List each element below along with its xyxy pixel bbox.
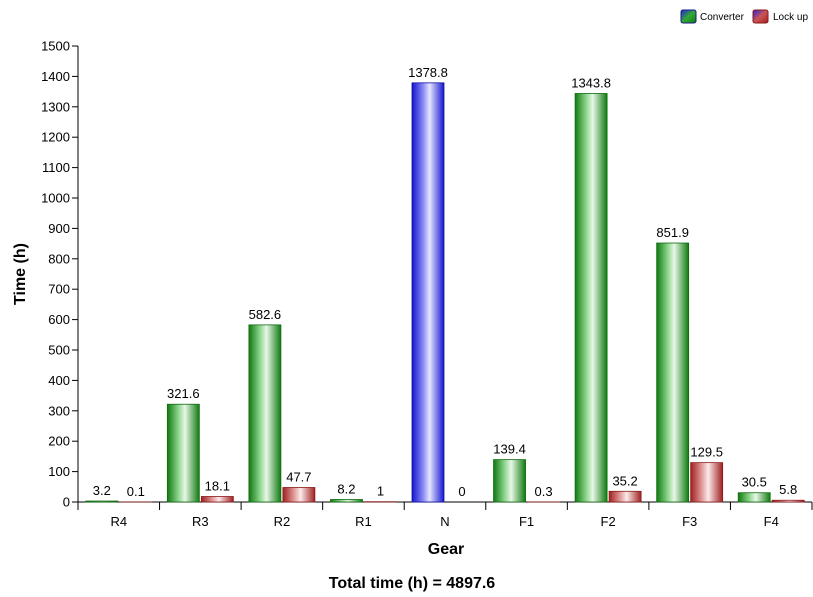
- x-tick-label: F4: [764, 514, 779, 529]
- bar-converter-r2: [248, 324, 282, 503]
- bar-lock-up-f2: [608, 490, 642, 503]
- y-tick-label: 0: [63, 495, 70, 510]
- y-tick-label: 200: [48, 434, 70, 449]
- y-tick-label: 1300: [41, 99, 70, 114]
- bar-converter-n: [411, 82, 445, 503]
- y-tick-label: 1200: [41, 130, 70, 145]
- x-tick-label: R3: [192, 514, 209, 529]
- bar-converter-f2: [574, 93, 608, 503]
- y-tick-label: 400: [48, 373, 70, 388]
- data-label-lock-up-r4: 0.1: [127, 484, 145, 499]
- y-tick-label: 1100: [42, 160, 70, 175]
- x-tick-label: R4: [110, 514, 127, 529]
- y-tick-label: 700: [48, 282, 70, 297]
- y-tick-label: 900: [48, 221, 70, 236]
- data-label-converter-r4: 3.2: [93, 483, 111, 498]
- x-tick-label: F3: [682, 514, 697, 529]
- x-tick-label: N: [440, 514, 449, 529]
- data-label-lock-up-f2: 35.2: [612, 473, 637, 488]
- legend-label-lockup: Lock up: [773, 12, 808, 23]
- data-label-converter-r1: 8.2: [337, 482, 355, 497]
- data-label-converter-n: 1378.8: [408, 65, 448, 80]
- data-label-lock-up-f3: 129.5: [690, 445, 723, 460]
- bar-labels: 3.2 0.1 321.6 18.1 582.6 47.7 8.2 1 1378.8 0 139.4…: [93, 65, 798, 499]
- y-axis-title: Time (h): [12, 243, 29, 305]
- legend-swatch-converter: [680, 9, 697, 24]
- bar-lock-up-f3: [690, 462, 724, 503]
- y-tick-label: 1400: [41, 69, 70, 84]
- y-tick-label: 1500: [41, 39, 70, 54]
- data-label-lock-up-r2: 47.7: [286, 469, 311, 484]
- y-tick-label: 300: [48, 403, 70, 418]
- x-tick-label: F1: [519, 514, 534, 529]
- data-label-converter-f3: 851.9: [656, 225, 689, 240]
- y-tick-label: 600: [48, 312, 70, 327]
- total-time-label: Total time (h) = 4897.6: [329, 575, 496, 592]
- y-tick-label: 1000: [41, 191, 70, 206]
- data-label-converter-f2: 1343.8: [571, 75, 611, 90]
- x-axis-ticks: R4 R3 R2 R1 N F1 F2 F3 F4: [77, 502, 813, 529]
- x-tick-label: R2: [274, 514, 291, 529]
- data-label-converter-f1: 139.4: [493, 442, 526, 457]
- data-label-lock-up-r3: 18.1: [205, 478, 230, 493]
- legend-label-converter: Converter: [700, 12, 745, 23]
- legend: Converter Lock up: [680, 9, 808, 24]
- data-label-converter-f4: 30.5: [742, 475, 767, 490]
- bar-lock-up-r3: [200, 496, 234, 503]
- bar-converter-r4: [85, 500, 119, 503]
- bar-converter-r1: [330, 499, 363, 503]
- bar-converter-f1: [493, 459, 526, 503]
- bar-lock-up-r2: [282, 487, 316, 503]
- data-label-converter-r2: 582.6: [249, 307, 282, 322]
- y-tick-label: 800: [48, 251, 70, 266]
- data-label-lock-up-f4: 5.8: [779, 482, 797, 497]
- y-axis-ticks: 0 100 200 300 400 500 600 700 800 900 1000 1100 1200…: [41, 39, 78, 510]
- data-label-lock-up-n: 0: [458, 484, 465, 499]
- legend-swatch-lockup: [752, 9, 769, 24]
- x-tick-label: F2: [601, 514, 616, 529]
- data-label-lock-up-r1: 1: [377, 484, 384, 499]
- x-tick-label: R1: [355, 514, 372, 529]
- data-label-converter-r3: 321.6: [167, 386, 200, 401]
- x-axis-title: Gear: [428, 541, 464, 558]
- bars: [85, 82, 805, 503]
- bar-converter-f3: [656, 242, 690, 503]
- y-tick-label: 100: [48, 464, 70, 479]
- y-tick-label: 500: [48, 343, 70, 358]
- bar-lock-up-f4: [771, 499, 805, 503]
- bar-converter-r3: [166, 403, 200, 503]
- bar-converter-f4: [737, 492, 771, 503]
- data-label-lock-up-f1: 0.3: [535, 484, 553, 499]
